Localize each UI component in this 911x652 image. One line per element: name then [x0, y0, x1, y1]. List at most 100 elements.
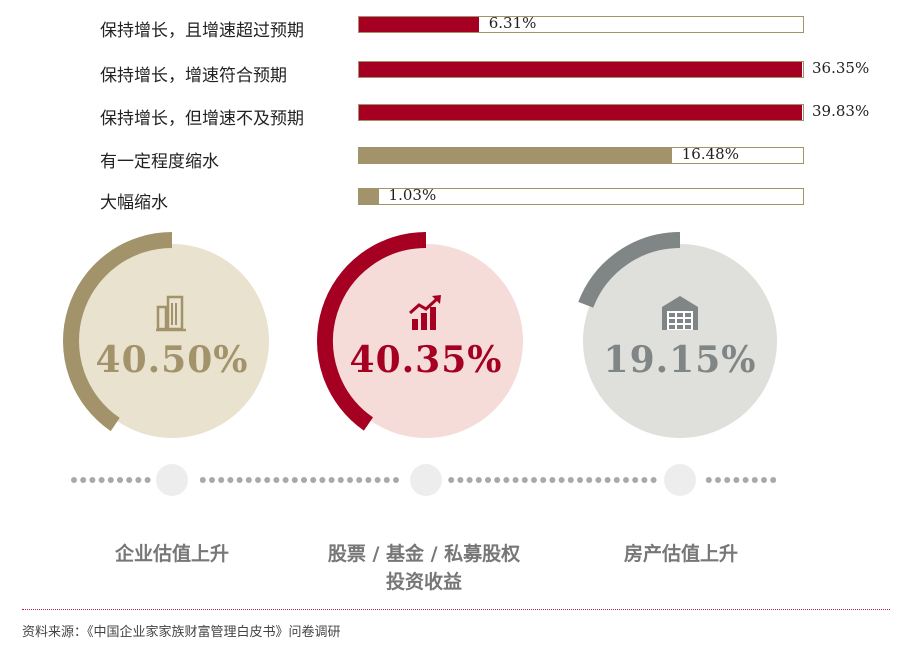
ring-value-arc [317, 232, 427, 431]
ring-gauge [63, 232, 269, 438]
dotted-timeline [71, 464, 777, 496]
timeline-dot [494, 477, 501, 483]
timeline-dot [503, 477, 510, 483]
timeline-dot [540, 477, 547, 483]
ring-gauge [317, 232, 523, 438]
timeline-dot [761, 477, 767, 483]
bar-track: 39.83% [358, 102, 869, 121]
timeline-dot [71, 477, 77, 483]
bar-category-label: 保持增长，但增速不及预期 [100, 109, 304, 129]
bar-value-label: 16.48% [681, 145, 739, 163]
building-icon [156, 295, 186, 332]
category-label-investment-income: 股票 / 基金 / 私募股权 投资收益 [294, 540, 554, 596]
rising-chart-icon [409, 295, 441, 330]
timeline-dot [245, 477, 252, 483]
timeline-dot [319, 477, 326, 483]
timeline-dot [374, 477, 381, 483]
ring-value-label: 19.15% [603, 339, 757, 381]
timeline-dot [567, 477, 574, 483]
timeline-dot [236, 477, 243, 483]
timeline-dot [365, 477, 372, 483]
timeline-dot [475, 477, 482, 483]
timeline-dot [264, 477, 271, 483]
source-note: 资料来源：《中国企业家家族财富管理白皮书》问卷调研 [22, 625, 341, 640]
category-label-enterprise-valuation: 企业估值上升 [114, 543, 229, 565]
timeline-dot [347, 477, 353, 483]
timeline-dot [144, 477, 151, 483]
timeline-dot [751, 477, 758, 483]
timeline-dot [595, 477, 602, 483]
timeline-dot [291, 477, 298, 483]
timeline-dot [531, 477, 537, 483]
timeline-dot [218, 477, 225, 483]
timeline-dot [586, 477, 593, 483]
timeline-dot [715, 477, 721, 483]
timeline-dot [107, 477, 114, 483]
timeline-dot [301, 477, 307, 483]
timeline-dot [549, 477, 556, 483]
ring-value-arc [578, 232, 681, 308]
category-label-line: 投资收益 [385, 571, 462, 593]
bar-value-label: 39.83% [812, 102, 870, 120]
bar-category-label: 有一定程度缩水 [100, 152, 219, 172]
timeline-node [156, 464, 188, 496]
category-label-property-valuation: 房产估值上升 [623, 543, 738, 565]
ring-value-label: 40.35% [349, 339, 503, 381]
ring-value-arc [63, 232, 173, 432]
timeline-dot [448, 477, 455, 483]
bar-fill [359, 17, 479, 32]
timeline-dot [393, 477, 399, 483]
bar-track: 1.03% [358, 186, 804, 205]
bar-fill [359, 189, 379, 204]
timeline-dot [135, 477, 142, 483]
bar-track: 36.35% [358, 59, 869, 78]
bar-fill [359, 148, 672, 163]
timeline-dot [742, 477, 749, 483]
bar-fill [359, 105, 802, 120]
bar-value-label: 6.31% [488, 14, 537, 32]
bar-category-label: 大幅缩水 [100, 193, 168, 213]
timeline-dot [770, 477, 777, 483]
timeline-dot [282, 477, 289, 483]
ring-gauge [578, 232, 777, 438]
timeline-dot [383, 477, 390, 483]
ring-inner-disc [583, 244, 777, 438]
timeline-dot [613, 477, 620, 483]
timeline-dot [126, 477, 133, 483]
timeline-dot [310, 477, 317, 483]
timeline-dot [641, 477, 648, 483]
timeline-dot [604, 477, 611, 483]
timeline-dot [558, 477, 565, 483]
bar-value-label: 1.03% [388, 186, 437, 204]
timeline-dot [89, 477, 96, 483]
bar-category-label: 保持增长，且增速超过预期 [100, 21, 304, 41]
timeline-node [664, 464, 696, 496]
timeline-dot [337, 477, 344, 483]
timeline-dot [328, 477, 335, 483]
ring-inner-disc [75, 244, 269, 438]
warehouse-icon [662, 296, 698, 330]
ring-value-label: 40.50% [95, 339, 249, 381]
horizontal-bar-chart: 保持增长，且增速超过预期 6.31% 保持增长，增速符合预期 36.35% 保持增长，但… [0, 0, 911, 230]
timeline-dot [199, 477, 206, 483]
timeline-dot [724, 477, 731, 483]
ring-inner-disc [329, 244, 523, 438]
bar-track: 16.48% [358, 145, 804, 164]
timeline-dot [705, 477, 712, 483]
timeline-dot [209, 477, 215, 483]
timeline-dot [632, 477, 639, 483]
timeline-dot [512, 477, 519, 483]
timeline-dot [227, 477, 234, 483]
bar-category-label: 保持增长，增速符合预期 [100, 66, 287, 86]
ring-gauge-chart: 40.50% 40.35% 19.15% [0, 230, 911, 460]
timeline-dot [485, 477, 491, 483]
category-label-line: 股票 / 基金 / 私募股权 [327, 543, 521, 565]
timeline-dot [623, 477, 629, 483]
footer-divider [22, 609, 890, 610]
timeline-dot [650, 477, 657, 483]
timeline-dot [117, 477, 123, 483]
timeline-dot [733, 477, 740, 483]
timeline-dot [273, 477, 280, 483]
timeline-dot [457, 477, 464, 483]
timeline-dot [577, 477, 583, 483]
